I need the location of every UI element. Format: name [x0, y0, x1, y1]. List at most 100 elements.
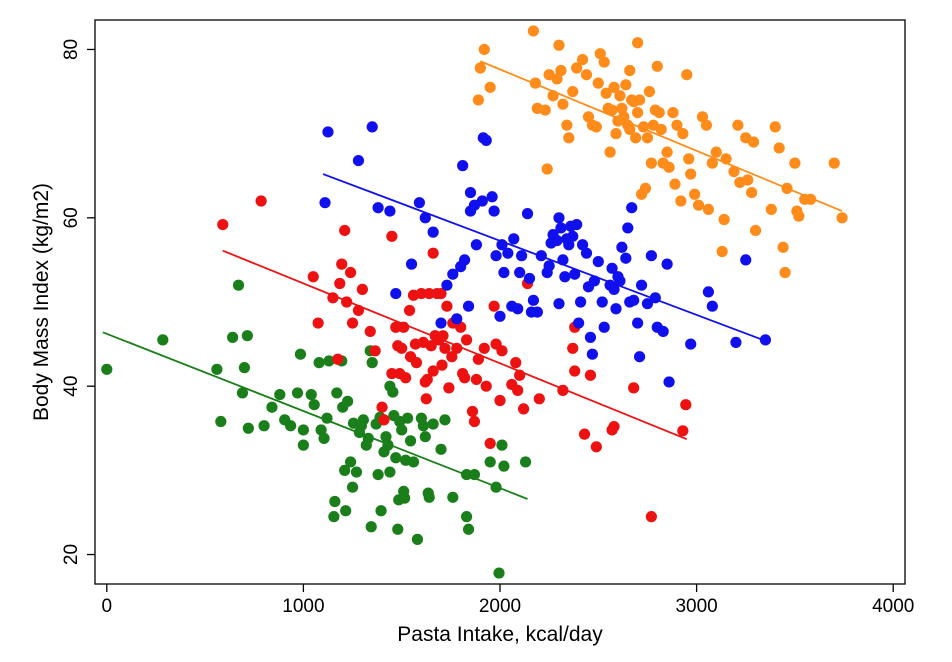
data-point-series-1: [227, 331, 239, 343]
data-point-series-1: [382, 439, 394, 451]
data-point-series-3: [447, 268, 459, 280]
data-point-series-4: [539, 104, 551, 116]
x-tick-label: 0: [102, 596, 113, 617]
data-point-series-4: [716, 245, 728, 258]
data-point-series-3: [384, 205, 396, 217]
data-point-series-4: [614, 90, 626, 102]
data-point-series-1: [493, 567, 505, 579]
data-point-series-3: [649, 292, 661, 304]
data-point-series-3: [608, 283, 620, 295]
data-point-series-4: [484, 81, 496, 93]
data-point-series-3: [413, 197, 425, 209]
data-point-series-1: [157, 334, 169, 346]
data-point-series-1: [407, 456, 420, 468]
data-point-series-3: [559, 271, 571, 283]
data-point-series-3: [567, 230, 579, 242]
data-point-series-1: [344, 456, 357, 468]
data-point-series-2: [312, 317, 324, 329]
data-point-series-1: [318, 432, 330, 444]
data-point-series-2: [423, 287, 435, 300]
data-point-series-4: [561, 119, 573, 131]
data-point-series-4: [624, 64, 636, 77]
data-point-series-1: [315, 424, 327, 436]
data-point-series-3: [512, 303, 524, 315]
data-point-series-2: [466, 405, 479, 418]
data-point-series-1: [399, 492, 411, 504]
data-point-series-4: [604, 146, 616, 158]
data-point-series-2: [608, 420, 620, 433]
data-point-series-4: [667, 106, 679, 119]
data-point-series-3: [740, 254, 752, 266]
data-point-series-1: [362, 432, 374, 444]
data-point-series-4: [618, 111, 630, 123]
data-point-series-4: [669, 178, 681, 190]
data-point-series-3: [730, 336, 742, 349]
data-point-series-3: [685, 338, 697, 350]
data-point-series-2: [378, 414, 390, 426]
data-point-series-3: [419, 212, 431, 224]
data-point-series-2: [364, 325, 376, 338]
data-point-series-4: [472, 94, 484, 106]
data-point-series-2: [341, 296, 353, 308]
data-point-series-3: [459, 254, 471, 266]
data-point-series-2: [420, 393, 432, 405]
data-point-series-4: [553, 39, 565, 51]
data-point-series-2: [496, 345, 508, 357]
data-point-series-4: [655, 123, 667, 136]
data-point-series-1: [242, 422, 254, 434]
data-point-series-4: [541, 163, 553, 175]
data-point-series-4: [610, 128, 622, 140]
data-point-series-3: [592, 255, 604, 268]
data-point-series-3: [598, 321, 610, 333]
data-point-series-1: [101, 363, 113, 375]
data-point-series-4: [527, 25, 540, 37]
data-point-series-3: [759, 334, 772, 346]
data-point-series-4: [624, 123, 636, 136]
data-point-series-4: [696, 111, 709, 123]
data-point-series-1: [380, 431, 392, 443]
data-point-series-1: [285, 420, 297, 432]
data-point-series-4: [702, 203, 714, 216]
data-point-series-1: [238, 362, 251, 374]
data-point-series-3: [352, 154, 365, 167]
data-point-series-2: [567, 342, 579, 354]
data-point-series-2: [410, 357, 423, 369]
data-point-series-4: [728, 165, 740, 178]
data-point-series-4: [746, 186, 758, 199]
data-point-series-4: [641, 132, 654, 144]
data-point-series-4: [608, 81, 620, 93]
data-point-series-2: [628, 382, 640, 394]
data-point-series-3: [614, 275, 626, 287]
data-point-series-3: [502, 247, 514, 259]
data-point-series-1: [342, 395, 354, 407]
x-tick-label: 4000: [872, 596, 914, 617]
data-point-series-3: [569, 268, 581, 280]
data-point-series-2: [437, 330, 449, 342]
data-point-series-1: [417, 420, 429, 432]
data-point-series-1: [323, 355, 335, 367]
data-point-series-3: [576, 239, 589, 251]
data-point-series-1: [266, 401, 278, 413]
data-point-series-2: [255, 195, 267, 207]
data-point-series-1: [297, 424, 309, 436]
data-point-series-3: [514, 266, 526, 279]
data-point-series-2: [517, 403, 530, 415]
data-point-series-4: [663, 161, 675, 173]
x-axis-title: Pasta Intake, kcal/day: [397, 623, 603, 646]
data-point-series-4: [720, 153, 732, 165]
data-point-series-4: [779, 266, 791, 279]
data-point-series-2: [436, 359, 448, 371]
data-point-series-2: [557, 384, 569, 396]
data-point-series-4: [576, 53, 589, 66]
data-point-series-3: [657, 325, 669, 338]
y-tick-label: 40: [61, 376, 82, 397]
data-point-series-1: [350, 466, 363, 478]
data-point-series-2: [336, 258, 348, 270]
data-point-series-3: [366, 121, 378, 133]
data-point-series-1: [211, 363, 223, 375]
data-point-series-4: [529, 77, 541, 89]
data-point-series-3: [488, 205, 500, 217]
data-point-series-4: [748, 136, 760, 148]
data-point-series-4: [661, 146, 673, 158]
